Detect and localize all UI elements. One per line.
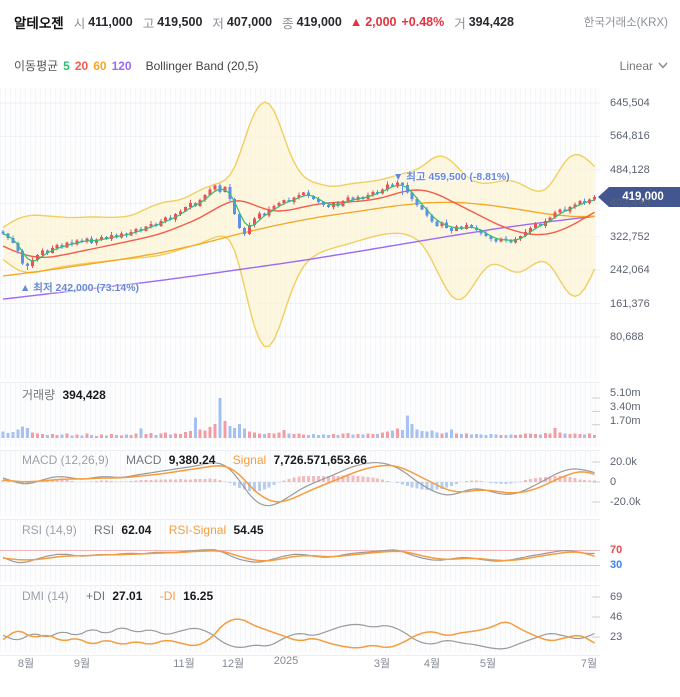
di-plus-value: 27.01 [112,589,143,603]
open-value: 411,000 [88,15,133,29]
dmi-params: DMI (14) [22,589,69,603]
ma-legend-label: 이동평균 [14,59,59,73]
macd-axis-label: 20.0k [610,456,637,468]
open-label: 시 [73,16,86,31]
close-label: 종 [282,16,294,31]
di-minus-value: 16.25 [183,589,214,603]
price-axis-label: 403,440 [610,197,650,210]
dmi-axis-label: 23 [610,631,623,643]
rsi-params: RSI (14,9) [22,523,77,537]
x-axis-month-label: 3월 [373,658,391,670]
macd-signal-label: Signal [232,453,267,467]
low-value: 407,000 [226,15,273,29]
dmi-chart[interactable] [0,585,600,652]
volume-chart[interactable] [0,382,600,448]
price-axis-label: 645,504 [610,97,650,109]
rsi-oversold-label: 30 [610,559,623,571]
ma20-legend: 20 [74,58,89,73]
ma60-legend: 60 [93,58,107,73]
current-price-badge: 419,000 [598,187,680,207]
x-axis-month-label: 9월 [73,658,91,670]
volume-value: 394,428 [468,15,514,29]
scale-selector-value: Linear [619,58,653,73]
rsi-chart[interactable] [0,519,600,583]
x-axis-month-label: 4월 [423,658,441,670]
volume-axis-label: 3.40m [610,401,641,413]
price-axis-label: 484,128 [610,163,650,176]
macd-label: MACD [126,453,162,467]
panel-separator [0,447,600,451]
low-price-annotation: ▲ 최저 242,000 (73.14%) [20,282,140,294]
panel-separator [0,516,600,520]
rsi-panel-title: RSI (14,9) RSI 62.04 RSI-Signal 54.45 [22,523,278,537]
volume-label: 거 [454,16,466,31]
macd-signal-value: 7,726.571,653.66 [273,453,367,467]
price-candlestick-chart[interactable] [0,88,600,378]
price-axis-label: 80,688 [610,330,644,343]
x-axis-month-label: 2025 [273,655,299,667]
panel-separator [0,379,600,383]
dmi-panel-title: DMI (14) +DI 27.01 -DI 16.25 [22,589,227,603]
x-axis-month-label: 12월 [221,658,245,670]
low-label: 저 [212,16,224,31]
panel-separator [0,582,600,586]
volume-panel-title: 거래량 394,428 [22,386,120,403]
stock-name: 알테오젠 [14,16,64,31]
x-axis-month-label: 7월 [580,658,598,670]
rsi-signal-value: 54.45 [233,523,264,537]
quote-header: 알테오젠 시 411,000 고 419,500 저 407,000 종 419… [14,12,668,32]
volume-title-value: 394,428 [62,388,106,402]
high-price-annotation: ▼ 최고 459,500 (-8.81%) [393,171,510,183]
price-axis-label: 322,752 [610,230,650,243]
price-axis-label: 242,064 [610,264,650,277]
close-value: 419,000 [296,15,342,29]
volume-axis-label: 1.70m [610,415,641,427]
macd-params: MACD (12,26,9) [22,453,109,467]
scale-selector[interactable]: Linear [620,59,668,73]
di-minus-label: -DI [159,589,176,603]
macd-chart[interactable] [0,450,600,517]
indicator-legend: 이동평균 5 20 60 120 Bollinger Band (20,5) L… [14,57,668,74]
macd-axis-label: 0 [610,476,617,488]
dmi-axis-label: 69 [610,591,623,603]
volume-axis-label: 5.10m [610,387,641,399]
dmi-axis-label: 46 [610,611,623,623]
rsi-label: RSI [94,523,115,537]
macd-axis-label: -20.0k [610,496,641,508]
x-axis-month-label: 11월 [173,658,195,670]
ma5-legend: 5 [63,58,70,73]
di-plus-label: +DI [86,589,106,603]
rsi-signal-label: RSI-Signal [168,523,227,537]
x-axis-month-label: 8월 [17,658,35,670]
chevron-down-icon [658,62,668,69]
volume-title-label: 거래량 [22,388,56,402]
change-percent: +0.48% [401,15,445,29]
macd-panel-title: MACD (12,26,9) MACD 9,380.24 Signal 7,72… [22,453,381,467]
price-axis-label: 161,376 [610,297,650,310]
price-axis-label: 564,816 [610,130,650,143]
rsi-value: 62.04 [121,523,152,537]
exchange-name: 한국거래소(KRX) [583,17,668,29]
high-label: 고 [142,16,155,31]
x-axis-month-label: 5월 [479,658,497,670]
rsi-overbought-label: 70 [610,544,623,556]
high-value: 419,500 [157,15,203,29]
panel-separator [0,652,600,656]
change-arrow-icon: ▲ [349,15,363,29]
bollinger-legend: Bollinger Band (20,5) [145,58,259,73]
macd-value: 9,380.24 [168,453,216,467]
ma120-legend: 120 [111,58,132,73]
change-value: 2,000 [365,15,397,29]
